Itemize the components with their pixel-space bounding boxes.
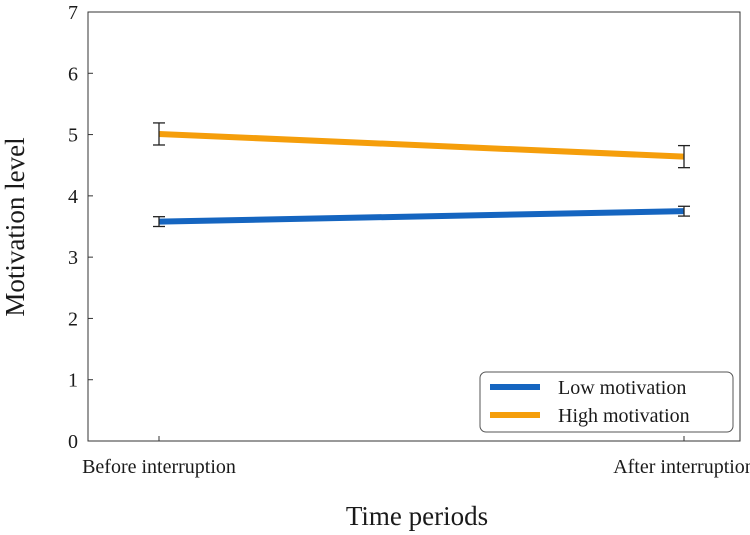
- y-tick-label: 7: [68, 2, 78, 24]
- plot-frame: [87, 11, 741, 442]
- y-tick-label: 0: [68, 431, 78, 453]
- error-bar-high-motivation: [153, 122, 165, 146]
- y-axis: 0 1 2 3 4 5 6 7: [68, 2, 93, 453]
- y-tick-label: 5: [68, 125, 78, 147]
- x-tick-label: Before interruption: [82, 456, 236, 478]
- legend-frame: [479, 371, 734, 433]
- y-axis-title: Motivation level: [0, 137, 30, 316]
- error-bar-low-motivation: [678, 205, 690, 217]
- y-tick-label: 1: [68, 370, 78, 392]
- legend-label-high-motivation: High motivation: [558, 405, 690, 427]
- series-line-high-motivation: [158, 130, 685, 160]
- legend-label-low-motivation: Low motivation: [558, 377, 686, 399]
- y-tick-label: 4: [68, 186, 78, 208]
- y-tick-label: 2: [68, 308, 78, 330]
- error-bar-high-motivation: [678, 144, 690, 169]
- y-tick-label: 6: [68, 63, 78, 85]
- series-layer: [153, 122, 690, 228]
- error-bar-low-motivation: [153, 216, 165, 228]
- plot-area: [87, 11, 741, 442]
- y-tick-label: 3: [68, 247, 78, 269]
- x-axis: Before interruption After interruption: [82, 436, 750, 478]
- series-line-low-motivation: [158, 208, 685, 225]
- legend: Low motivation High motivation: [479, 371, 734, 433]
- x-axis-title: Time periods: [346, 501, 488, 531]
- x-tick-label: After interruption: [613, 456, 750, 478]
